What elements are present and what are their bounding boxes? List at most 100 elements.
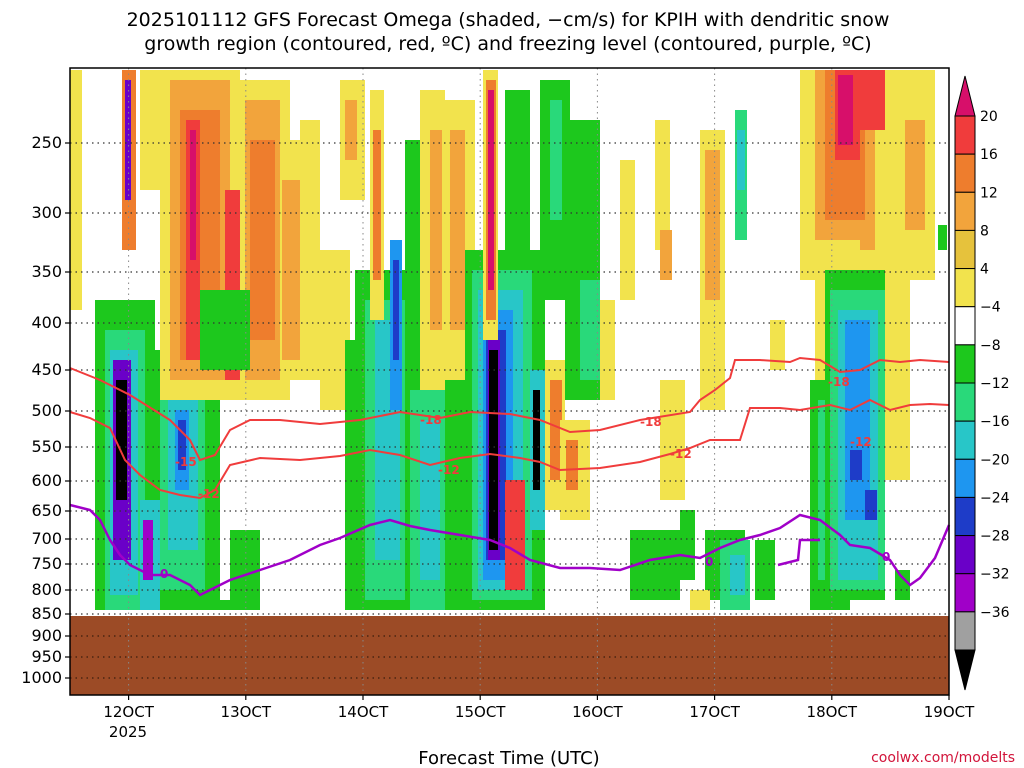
colorbar-swatch <box>954 382 976 422</box>
x-tick-label: 15OCT <box>455 703 506 721</box>
terrain-below-surface <box>70 616 949 695</box>
y-tick-label: 600 <box>31 471 62 490</box>
colorbar-label: −28 <box>980 529 1010 545</box>
omega-patch <box>620 160 635 300</box>
omega-patch <box>550 100 562 220</box>
y-tick-label: 800 <box>31 580 62 599</box>
colorbar-label: 20 <box>980 109 998 125</box>
colorbar-label: −16 <box>980 414 1010 430</box>
credit-text: coolwx.com/modelts <box>871 750 1015 766</box>
contour-label: -18 <box>640 415 662 429</box>
colorbar-swatch <box>954 573 976 613</box>
colorbar-cap-top <box>954 75 976 117</box>
omega-patch <box>300 120 320 240</box>
omega-patch <box>838 75 853 145</box>
plot-frame <box>69 67 950 696</box>
omega-patch <box>190 130 196 260</box>
colorbar-swatch <box>954 306 976 346</box>
colorbar-label: 8 <box>980 223 989 239</box>
colorbar-label: −24 <box>980 490 1010 506</box>
omega-patch <box>655 120 670 250</box>
omega-patch <box>755 540 775 600</box>
omega-patch <box>680 510 695 580</box>
colorbar-label: 12 <box>980 185 998 201</box>
omega-patch <box>845 320 870 520</box>
y-tick-label: 850 <box>31 604 62 623</box>
omega-patch <box>282 180 300 360</box>
x-tick-label: 14OCT <box>338 703 389 721</box>
colorbar-swatch <box>954 611 976 651</box>
contour-labels: -18 -18 -18 -15 -12 -12 -12 -12 0 0 0 <box>160 375 890 581</box>
colorbar-swatch <box>954 496 976 537</box>
x-tick-label: 19OCT <box>924 703 975 721</box>
omega-patch <box>488 90 494 290</box>
y-tick-label: 1000 <box>21 668 62 687</box>
dgz-contours <box>69 356 950 500</box>
omega-patch <box>430 130 442 330</box>
contour-label: 0 <box>882 550 890 564</box>
colorbar-label: −20 <box>980 452 1010 468</box>
y-tick-label: 250 <box>31 133 62 152</box>
colorbar-swatch <box>954 420 976 460</box>
x-tick-label: 12OCT <box>103 703 154 721</box>
omega-patch <box>505 480 525 590</box>
omega-patch <box>143 520 153 580</box>
y-tick-label: 450 <box>31 360 62 379</box>
contour-0 <box>69 503 951 597</box>
x-axis: 12OCT 13OCT 14OCT 15OCT 16OCT 17OCT 18OCT 19OCT <box>103 695 975 721</box>
y-tick-label: 550 <box>31 437 62 456</box>
x-tick-label: 18OCT <box>807 703 858 721</box>
freezing-level-contour <box>69 503 951 597</box>
colorbar-label: −36 <box>980 605 1010 621</box>
contour-minus15 <box>69 356 950 462</box>
omega-patch <box>125 80 131 200</box>
omega-patch <box>200 290 250 370</box>
colorbar-label: 4 <box>980 262 989 278</box>
y-axis: 250 300 350 400 450 500 550 600 650 700 750 800 850 9… <box>21 133 70 687</box>
omega-patch <box>373 130 381 280</box>
omega-patch <box>850 450 862 480</box>
chart-title-line2: growth region (contoured, red, ºC) and f… <box>144 33 871 55</box>
contour-label: -12 <box>670 447 692 461</box>
omega-patch <box>70 70 82 310</box>
y-tick-label: 350 <box>31 262 62 281</box>
colorbar-swatch <box>954 535 976 575</box>
y-tick-label: 700 <box>31 529 62 548</box>
omega-patch <box>885 270 910 480</box>
x-tick-label: 17OCT <box>689 703 740 721</box>
y-tick-label: 500 <box>31 401 62 420</box>
x-year-label: 2025 <box>109 723 147 741</box>
omega-patch <box>450 130 465 330</box>
colorbar-swatch <box>954 268 976 308</box>
omega-patch <box>905 120 925 230</box>
omega-patch <box>550 380 562 480</box>
contour-label: -12 <box>198 487 220 501</box>
x-axis-label: Forecast Time (UTC) <box>418 748 599 768</box>
omega-patch <box>705 150 720 300</box>
omega-patch <box>178 420 186 470</box>
y-tick-label: 400 <box>31 313 62 332</box>
contour-label: -15 <box>175 455 197 469</box>
contour-0 <box>777 538 820 567</box>
colorbar-swatch <box>954 344 976 384</box>
colorbar-label: 16 <box>980 147 998 163</box>
contour-minus12 <box>69 398 950 500</box>
colorbar-swatch <box>954 229 976 270</box>
omega-patch <box>420 420 440 580</box>
x-tick-label: 16OCT <box>572 703 623 721</box>
omega-patch <box>505 90 530 270</box>
contour-label: -12 <box>438 463 460 477</box>
contour-label: 0 <box>705 555 713 569</box>
omega-patch <box>938 225 947 250</box>
colorbar-label: −4 <box>980 300 1001 316</box>
colorbar-cap-bottom <box>954 649 976 691</box>
colorbar-swatch <box>954 458 976 498</box>
omega-patch <box>230 530 260 610</box>
omega-patch <box>489 350 498 550</box>
omega-patch <box>730 555 745 595</box>
x-tick-label: 13OCT <box>221 703 272 721</box>
omega-patch <box>895 570 910 600</box>
contour-label: -12 <box>850 435 872 449</box>
omega-patch <box>600 300 615 400</box>
omega-patch <box>345 100 357 160</box>
